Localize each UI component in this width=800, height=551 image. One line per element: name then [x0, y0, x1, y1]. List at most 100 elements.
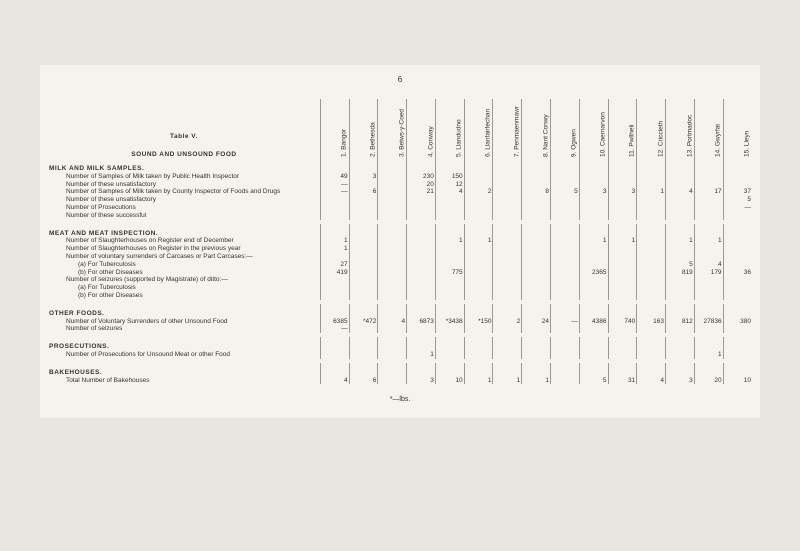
data-cell: [493, 173, 522, 181]
data-cell: [407, 284, 436, 292]
data-cell: 1: [320, 237, 349, 245]
data-cell: 1: [666, 237, 695, 245]
data-cell: [522, 351, 551, 359]
data-cell: [666, 212, 695, 220]
data-cell: 31: [608, 377, 637, 385]
data-cell: [550, 237, 579, 245]
data-cell: [522, 292, 551, 300]
row-label: (b) For other Diseases: [48, 269, 320, 277]
row-label: Number of seizures (supported by Magistr…: [48, 276, 320, 284]
column-header: 1. Bangor: [320, 99, 349, 159]
row-label: Number of voluntary surrenders of Carcas…: [48, 253, 320, 261]
data-cell: [579, 284, 608, 292]
data-cell: [378, 269, 407, 277]
data-cell: —: [723, 204, 752, 212]
data-cell: [464, 181, 493, 189]
data-cell: 4: [320, 377, 349, 385]
data-cell: [349, 261, 378, 269]
data-cell: [550, 284, 579, 292]
data-cell: 1: [464, 377, 493, 385]
row-label: Number of these successful: [48, 212, 320, 220]
data-cell: [579, 245, 608, 253]
data-cell: [435, 253, 464, 261]
page-number: 6: [48, 75, 752, 84]
data-cell: —: [550, 318, 579, 326]
data-cell: [666, 253, 695, 261]
data-cell: [666, 325, 695, 333]
row-label: Number of Prosecutions: [48, 204, 320, 212]
data-cell: [349, 292, 378, 300]
data-cell: [608, 181, 637, 189]
data-cell: [608, 196, 637, 204]
data-cell: [579, 173, 608, 181]
data-cell: 20: [694, 377, 723, 385]
data-cell: [550, 292, 579, 300]
data-cell: [608, 245, 637, 253]
section-title: OTHER FOODS.: [48, 304, 320, 318]
data-cell: *150: [464, 318, 493, 326]
data-cell: [407, 237, 436, 245]
data-cell: [464, 261, 493, 269]
row-label: Number of Samples of Milk taken by Count…: [48, 188, 320, 196]
data-table: Table V. SOUND AND UNSOUND FOOD 1. Bango…: [48, 99, 752, 388]
data-cell: [723, 351, 752, 359]
row-label: Number of Samples of Milk taken by Publi…: [48, 173, 320, 181]
data-cell: [407, 204, 436, 212]
data-cell: [493, 351, 522, 359]
section-title: MILK AND MILK SAMPLES.: [48, 159, 320, 173]
data-cell: [378, 284, 407, 292]
data-cell: [435, 212, 464, 220]
row-label: Number of Slaughterhouses on Register en…: [48, 237, 320, 245]
data-cell: [666, 196, 695, 204]
data-cell: 1: [320, 245, 349, 253]
data-cell: 5: [666, 261, 695, 269]
data-cell: [694, 181, 723, 189]
data-cell: 24: [522, 318, 551, 326]
data-cell: [378, 245, 407, 253]
data-cell: [320, 284, 349, 292]
data-cell: [666, 284, 695, 292]
data-cell: [637, 351, 666, 359]
data-cell: 3: [349, 173, 378, 181]
data-cell: *472: [349, 318, 378, 326]
data-cell: [407, 253, 436, 261]
row-label: (a) For Tuberculosis: [48, 261, 320, 269]
data-cell: [378, 325, 407, 333]
data-cell: [550, 261, 579, 269]
data-cell: [550, 253, 579, 261]
column-header: 13. Portmadoc: [666, 99, 695, 159]
data-cell: [435, 325, 464, 333]
data-cell: [349, 204, 378, 212]
data-cell: 163: [637, 318, 666, 326]
data-cell: [723, 292, 752, 300]
data-cell: [349, 351, 378, 359]
data-cell: [464, 284, 493, 292]
data-cell: [522, 181, 551, 189]
data-cell: [608, 173, 637, 181]
data-cell: [694, 212, 723, 220]
data-cell: *3438: [435, 318, 464, 326]
data-cell: [637, 284, 666, 292]
data-cell: [493, 261, 522, 269]
data-cell: 2: [464, 188, 493, 196]
data-cell: [349, 196, 378, 204]
data-cell: [320, 351, 349, 359]
data-cell: [608, 284, 637, 292]
data-cell: [637, 276, 666, 284]
data-cell: 5: [550, 188, 579, 196]
column-header: 5. Llandudno: [435, 99, 464, 159]
data-cell: 5: [723, 196, 752, 204]
data-cell: [493, 212, 522, 220]
data-cell: [464, 196, 493, 204]
column-header: 2. Bethesda: [349, 99, 378, 159]
data-cell: [435, 284, 464, 292]
row-label: (a) For Tuberculosis: [48, 284, 320, 292]
data-cell: [694, 325, 723, 333]
data-cell: [666, 181, 695, 189]
data-cell: [550, 196, 579, 204]
data-cell: [723, 261, 752, 269]
data-cell: [407, 245, 436, 253]
data-cell: 2365: [579, 269, 608, 277]
data-cell: [579, 261, 608, 269]
data-cell: [378, 196, 407, 204]
